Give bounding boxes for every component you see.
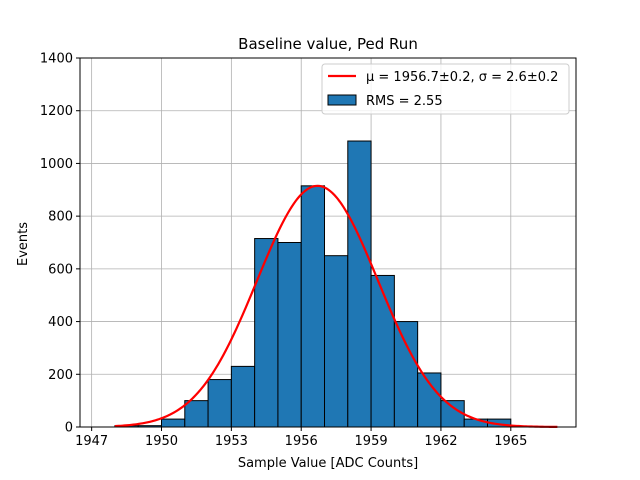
y-tick-label: 400	[48, 315, 73, 330]
histogram-bar	[393, 321, 419, 428]
histogram-bar	[440, 400, 465, 428]
histogram-bar	[207, 379, 232, 428]
x-tick-label: 1959	[355, 434, 388, 449]
histogram-bar	[463, 418, 489, 428]
histogram-bar	[277, 242, 302, 428]
y-axis-title: Events	[16, 222, 31, 266]
plot-frame	[79, 57, 577, 428]
fit-curve	[114, 184, 558, 429]
y-tick-label: 600	[48, 262, 73, 277]
histogram-bar	[417, 372, 442, 428]
x-tick-label: 1950	[145, 434, 178, 449]
histogram-bar	[324, 255, 349, 428]
legend-box	[321, 63, 570, 115]
histogram-bar	[230, 365, 256, 428]
histogram-bar	[370, 274, 395, 428]
x-axis-title: Sample Value [ADC Counts]	[238, 456, 418, 471]
x-tick-label: 1953	[215, 434, 248, 449]
histogram-bar	[347, 140, 372, 428]
y-tick-label: 200	[48, 368, 73, 383]
y-tick-label: 1000	[40, 157, 73, 172]
y-tick-label: 0	[65, 421, 73, 436]
x-tick-label: 1962	[424, 434, 457, 449]
x-tick-label: 1965	[494, 434, 527, 449]
x-tick-label: 1947	[75, 434, 108, 449]
axis-ticks: 1947 1950 1953 1956 1959 1962 1965 0 200 400 600 80…	[40, 52, 527, 450]
legend-fit-label: μ = 1956.7±0.2, σ = 2.6±0.2	[366, 70, 558, 85]
fit-curve-layer	[114, 184, 558, 429]
y-tick-label: 1200	[40, 104, 73, 119]
histogram-bar	[161, 418, 186, 428]
legend-histogram-swatch	[327, 94, 357, 106]
histogram-bars	[114, 140, 512, 428]
legend-histogram-label: RMS = 2.55	[366, 94, 443, 109]
y-tick-label: 1400	[40, 52, 73, 67]
legend: μ = 1956.7±0.2, σ = 2.6±0.2 RMS = 2.55	[321, 63, 570, 115]
x-tick-label: 1956	[285, 434, 318, 449]
chart-title: Baseline value, Ped Run	[238, 35, 418, 53]
histogram-bar	[300, 185, 326, 428]
y-tick-label: 800	[48, 210, 73, 225]
histogram-bar	[254, 238, 279, 428]
histogram-bar	[184, 400, 209, 428]
